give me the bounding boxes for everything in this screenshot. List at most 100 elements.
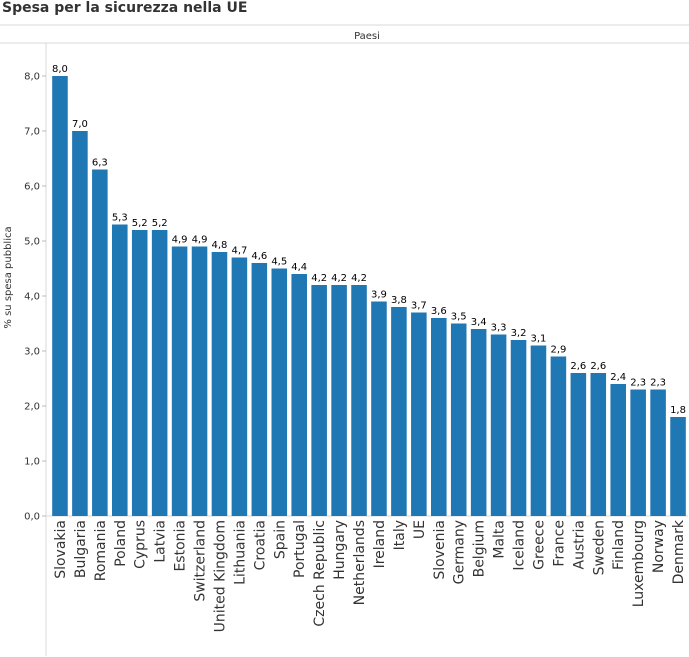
data-label-france: 2,9 <box>550 345 566 356</box>
bar-lithuania <box>231 257 248 516</box>
data-labels-group: 8,0 7,0 6,3 5,3 5,2 5,2 4,9 4,9 4,8 4,7 4,6 4,5 4,4 4… <box>52 64 686 416</box>
x-tick-label-denmark: Denmark <box>671 519 687 584</box>
bar-switzerland <box>191 246 208 516</box>
x-tick-label-romania: Romania <box>93 520 109 581</box>
data-label-ue: 3,7 <box>411 301 427 312</box>
x-tick-label-netherlands: Netherlands <box>352 520 368 605</box>
bar-germany <box>450 323 467 516</box>
data-label-bulgaria: 7,0 <box>72 119 88 130</box>
bar-france <box>550 356 567 516</box>
y-tick-label: 2,0 <box>24 402 40 413</box>
bar-united-kingdom <box>211 252 228 516</box>
bar-spain <box>271 268 288 516</box>
data-label-slovakia: 8,0 <box>52 64 68 75</box>
data-label-germany: 3,5 <box>451 312 467 323</box>
x-tick-label-bulgaria: Bulgaria <box>73 520 89 578</box>
x-tick-label-finland: Finland <box>611 520 627 570</box>
y-tick-label: 3,0 <box>24 347 40 358</box>
data-label-cyprus: 5,2 <box>132 218 148 229</box>
y-tick-label: 1,0 <box>24 457 40 468</box>
x-tick-label-spain: Spain <box>272 520 288 559</box>
bar-luxembourg <box>630 389 646 516</box>
x-tick-label-poland: Poland <box>113 520 129 567</box>
x-tick-label-sweden: Sweden <box>591 520 607 575</box>
data-label-norway: 2,3 <box>650 378 666 389</box>
bar-estonia <box>171 246 188 516</box>
y-tick-label: 7,0 <box>24 127 40 138</box>
data-label-switzerland: 4,9 <box>192 235 208 246</box>
x-tick-label-croatia: Croatia <box>252 520 268 570</box>
bar-sweden <box>590 373 607 516</box>
data-label-netherlands: 4,2 <box>351 273 367 284</box>
x-tick-label-portugal: Portugal <box>292 520 308 578</box>
x-tick-label-belgium: Belgium <box>472 520 488 577</box>
x-tick-label-iceland: Iceland <box>512 520 528 571</box>
bar-hungary <box>331 285 347 516</box>
data-label-denmark: 1,8 <box>670 405 686 416</box>
bar-portugal <box>291 274 307 516</box>
data-label-lithuania: 4,7 <box>231 246 247 257</box>
bar-norway <box>650 389 666 516</box>
x-tick-label-austria: Austria <box>571 520 587 569</box>
y-tick-label: 8,0 <box>24 72 40 83</box>
x-tick-label-malta: Malta <box>492 520 508 559</box>
bar-italy <box>391 307 407 516</box>
data-label-poland: 5,3 <box>112 213 128 224</box>
data-label-ireland: 3,9 <box>371 290 387 301</box>
bar-czech-republic <box>311 285 327 516</box>
data-label-greece: 3,1 <box>531 334 547 345</box>
data-label-austria: 2,6 <box>570 361 586 372</box>
x-tick-label-estonia: Estonia <box>173 520 189 572</box>
bar-finland <box>610 384 626 516</box>
x-tick-label-czech-republic: Czech Republic <box>312 520 328 627</box>
bar-bulgaria <box>72 131 88 516</box>
x-tick-label-germany: Germany <box>452 520 468 584</box>
data-label-luxembourg: 2,3 <box>630 378 646 389</box>
x-tick-label-ireland: Ireland <box>372 520 388 568</box>
x-tick-label-norway: Norway <box>651 520 667 573</box>
y-tick-label: 4,0 <box>24 292 40 303</box>
bar-croatia <box>251 263 268 516</box>
x-tick-label-slovenia: Slovenia <box>432 520 448 580</box>
bar-ireland <box>371 301 387 516</box>
data-label-croatia: 4,6 <box>251 251 267 262</box>
data-label-malta: 3,3 <box>491 323 507 334</box>
bar-greece <box>530 345 547 516</box>
x-tick-label-latvia: Latvia <box>153 520 169 563</box>
y-axis-label: % su spesa pubblica <box>3 226 14 328</box>
x-tick-label-cyprus: Cyprus <box>133 520 149 569</box>
bar-netherlands <box>351 285 367 516</box>
x-tick-label-greece: Greece <box>531 520 547 570</box>
column-header: Paesi <box>354 31 380 42</box>
x-tick-label-united-kingdom: United Kingdom <box>212 520 228 632</box>
x-tick-label-lithuania: Lithuania <box>232 520 248 585</box>
x-tick-label-slovakia: Slovakia <box>53 520 69 579</box>
x-tick-label-italy: Italy <box>392 520 408 550</box>
data-label-italy: 3,8 <box>391 295 407 306</box>
data-label-united-kingdom: 4,8 <box>212 240 228 251</box>
x-tick-label-ue: UE <box>412 520 428 539</box>
bar-denmark <box>670 417 686 516</box>
data-label-romania: 6,3 <box>92 158 108 169</box>
y-tick-label: 5,0 <box>24 237 40 248</box>
data-label-slovenia: 3,6 <box>431 306 447 317</box>
bar-austria <box>570 373 587 516</box>
bar-iceland <box>510 340 527 516</box>
y-axis-ticks: 0,0 1,0 2,0 3,0 4,0 5,0 6,0 7,0 8,0 <box>24 72 46 523</box>
x-tick-label-hungary: Hungary <box>332 520 348 580</box>
bar-cyprus <box>131 230 148 516</box>
bar-belgium <box>470 329 487 516</box>
data-label-sweden: 2,6 <box>590 361 606 372</box>
data-label-latvia: 5,2 <box>152 218 168 229</box>
y-tick-label: 6,0 <box>24 182 40 193</box>
x-tick-label-france: France <box>551 520 567 567</box>
x-tick-label-switzerland: Switzerland <box>193 520 209 602</box>
data-label-estonia: 4,9 <box>172 235 188 246</box>
data-label-portugal: 4,4 <box>291 262 307 273</box>
y-tick-label: 0,0 <box>24 512 40 523</box>
data-label-spain: 4,5 <box>271 257 287 268</box>
bar-slovenia <box>431 318 447 516</box>
data-label-czech-republic: 4,2 <box>311 273 327 284</box>
data-label-iceland: 3,2 <box>511 328 527 339</box>
